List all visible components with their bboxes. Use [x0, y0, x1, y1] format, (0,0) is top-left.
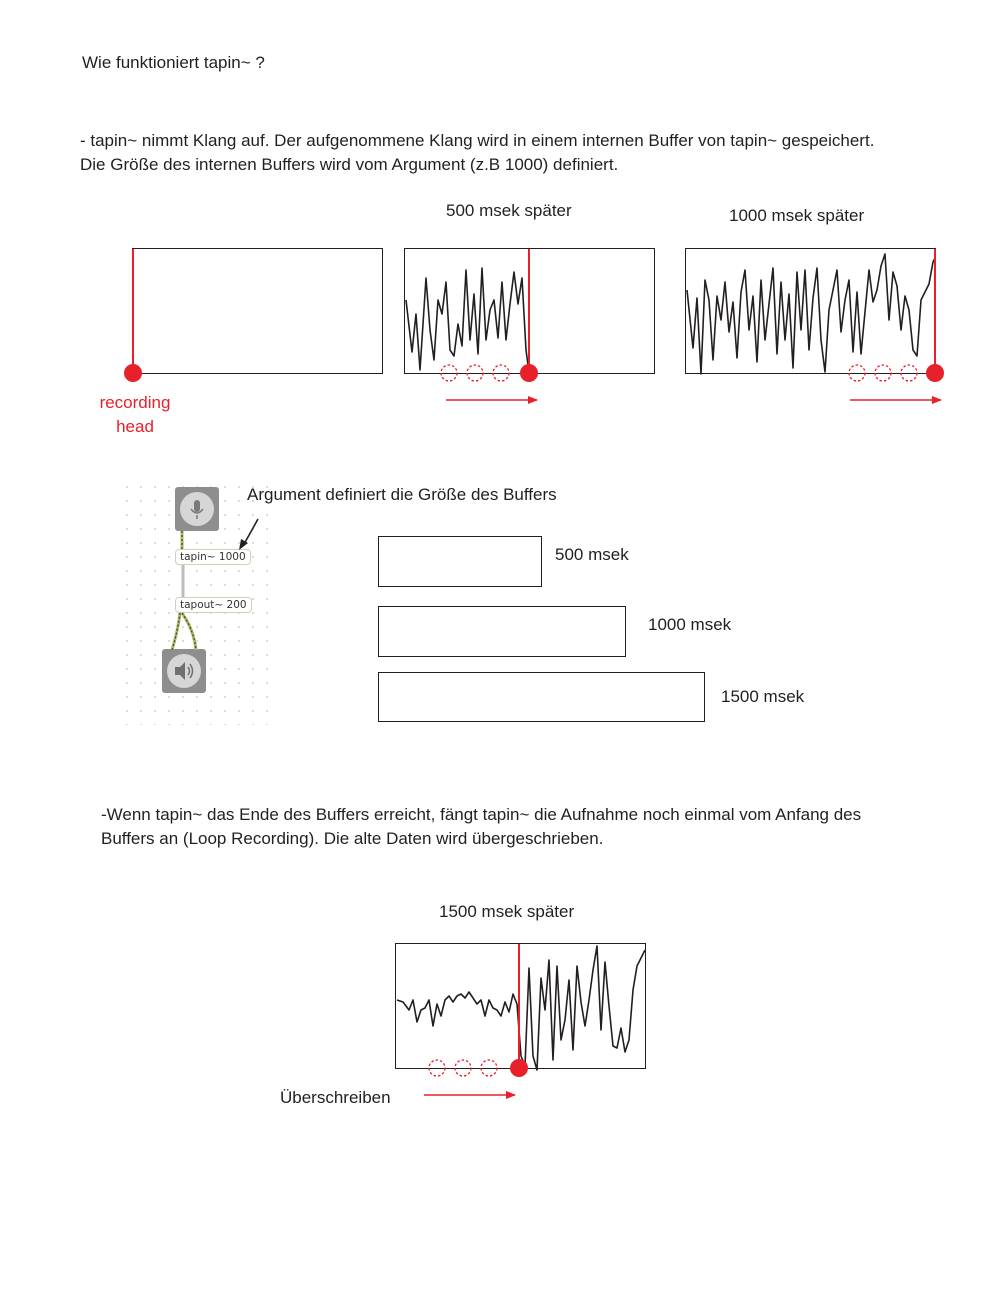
argument-note: Argument definiert die Größe des Buffers: [247, 485, 557, 504]
label-1500-later: 1500 msek später: [439, 902, 575, 921]
recording-head-dot-1500: [510, 1059, 528, 1077]
trail-marker: [428, 1059, 446, 1077]
buffer-size-1500: [378, 672, 705, 722]
recording-head-label-2: head: [116, 417, 154, 436]
recording-head-dot-1000: [926, 364, 944, 382]
overwrite-label: Überschreiben: [280, 1088, 391, 1107]
recording-head-label-1: recording: [99, 393, 171, 412]
loop-line-2: Buffers an (Loop Recording). Die alte Da…: [101, 829, 604, 848]
buffer-size-1000: [378, 606, 626, 657]
buffer-size-label-1000: 1000 msek: [648, 615, 732, 634]
intro-line-2: Die Größe des internen Buffers wird vom …: [80, 155, 619, 174]
waveform-1000ms: [686, 253, 936, 375]
trail-marker: [454, 1059, 472, 1077]
intro-line-1: - tapin~ nimmt Klang auf. Der aufgenomme…: [80, 131, 875, 150]
trail-marker: [874, 364, 892, 382]
label-500-later: 500 msek später: [446, 201, 572, 220]
trail-marker: [848, 364, 866, 382]
waveform-1500ms: [396, 945, 646, 1071]
trail-marker: [440, 364, 458, 382]
tapin-object[interactable]: tapin~ 1000: [175, 549, 251, 565]
patch-cords: [170, 531, 198, 651]
buffer-size-500: [378, 536, 542, 587]
argument-pointer-arrowhead: [239, 539, 248, 550]
buffer-empty: [132, 248, 383, 374]
loop-line-1: -Wenn tapin~ das Ende des Buffers erreic…: [101, 805, 862, 824]
microphone-icon[interactable]: [175, 487, 219, 531]
recording-head-dot-empty: [124, 364, 142, 382]
buffer-size-label-500: 500 msek: [555, 545, 629, 564]
page-title: Wie funktioniert tapin~ ?: [82, 53, 265, 72]
waveform-500ms: [405, 267, 530, 373]
trail-marker: [480, 1059, 498, 1077]
trail-marker: [492, 364, 510, 382]
label-1000-later: 1000 msek später: [729, 206, 865, 225]
trail-marker: [466, 364, 484, 382]
buffer-size-label-1500: 1500 msek: [721, 687, 805, 706]
tapout-object[interactable]: tapout~ 200: [175, 597, 252, 613]
argument-pointer-arrow: [242, 518, 259, 547]
trail-marker: [900, 364, 918, 382]
recording-head-dot-500: [520, 364, 538, 382]
speaker-icon[interactable]: [162, 649, 206, 693]
